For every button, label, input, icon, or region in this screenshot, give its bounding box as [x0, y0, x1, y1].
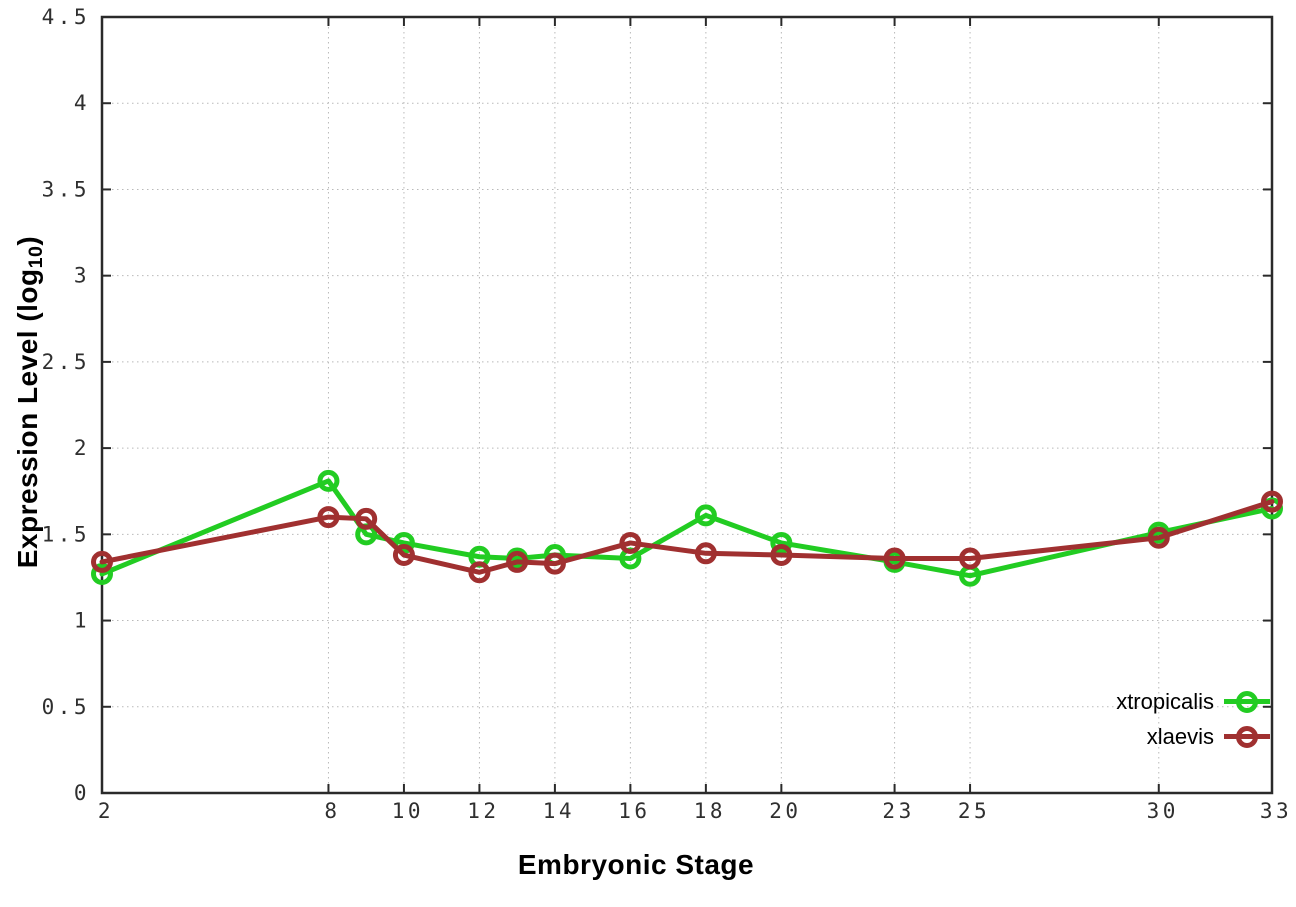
data-point-xlaevis-stage-16	[619, 531, 642, 554]
data-point-xlaevis-stage-30	[1147, 526, 1170, 549]
x-tick-label: 18	[694, 799, 726, 823]
x-tick-label: 8	[324, 799, 340, 823]
plot-border	[100, 15, 1274, 795]
data-point-xtropicalis-stage-2	[91, 562, 113, 585]
x-axis-title: Embryonic Stage	[517, 849, 755, 880]
y-tick-label: 0	[74, 781, 90, 805]
x-tick-label: 33	[1260, 799, 1292, 823]
x-tick-label: 12	[467, 799, 499, 823]
data-point-xlaevis-stage-8	[317, 506, 340, 529]
data-point-xlaevis-stage-23	[883, 547, 906, 570]
open-circle-icon	[1236, 725, 1258, 748]
y-axis-title-close: )	[12, 235, 43, 246]
legend-row-xtropicalis: xtropicalis	[1116, 684, 1270, 719]
legend: xtropicalis xlaevis	[1116, 684, 1270, 754]
legend-label-xtropicalis: xtropicalis	[1116, 688, 1214, 714]
y-tick-label: 4	[74, 91, 90, 115]
data-point-xlaevis-stage-20	[770, 544, 793, 567]
y-axis-title: Expression Level (log10)	[12, 52, 47, 752]
data-point-xlaevis-stage-18	[694, 542, 717, 565]
xlaevis-marker-icon	[1224, 725, 1270, 748]
x-tick-label: 2	[98, 799, 114, 823]
x-tick-label: 14	[543, 799, 575, 823]
data-point-xlaevis-stage-10	[392, 544, 415, 567]
data-point-xlaevis-stage-9	[355, 507, 378, 530]
data-point-xlaevis-stage-12	[468, 561, 491, 584]
x-tick-label: 10	[392, 799, 424, 823]
x-tick-label: 25	[958, 799, 990, 823]
data-point-xlaevis-stage-2	[91, 550, 113, 573]
data-point-xlaevis-stage-33	[1261, 490, 1283, 513]
xtropicalis-marker-icon	[1224, 690, 1270, 713]
x-tick-label: 20	[769, 799, 801, 823]
y-tick-label: 3	[74, 264, 90, 288]
legend-label-xlaevis: xlaevis	[1146, 723, 1214, 749]
series-line-xlaevis	[99, 499, 1275, 575]
y-axis-title-subscript: 10	[24, 245, 47, 269]
y-tick-label: 2	[74, 436, 90, 460]
data-point-xtropicalis-stage-18	[694, 504, 717, 527]
y-tick-label: 2.5	[42, 350, 90, 374]
y-tick-label: 1	[74, 609, 90, 633]
data-point-xlaevis-stage-25	[959, 547, 982, 570]
open-circle-icon	[1236, 690, 1258, 713]
data-point-xtropicalis-stage-20	[770, 531, 793, 554]
y-axis-title-text: Expression Level (log	[12, 268, 43, 569]
data-point-xtropicalis-stage-10	[392, 531, 415, 554]
x-tick-label: 16	[618, 799, 650, 823]
y-tick-label: 0.5	[42, 695, 90, 719]
x-tick-label: 30	[1147, 799, 1179, 823]
y-tick-label: 4.5	[42, 5, 90, 29]
y-tick-label: 3.5	[42, 177, 90, 201]
y-tick-label: 1.5	[42, 522, 90, 546]
data-point-xlaevis-stage-14	[543, 552, 566, 575]
x-tick-label: 23	[882, 799, 914, 823]
legend-row-xlaevis: xlaevis	[1116, 719, 1270, 754]
data-point-xtropicalis-stage-8	[317, 469, 340, 492]
data-point-xlaevis-stage-13	[506, 550, 529, 573]
